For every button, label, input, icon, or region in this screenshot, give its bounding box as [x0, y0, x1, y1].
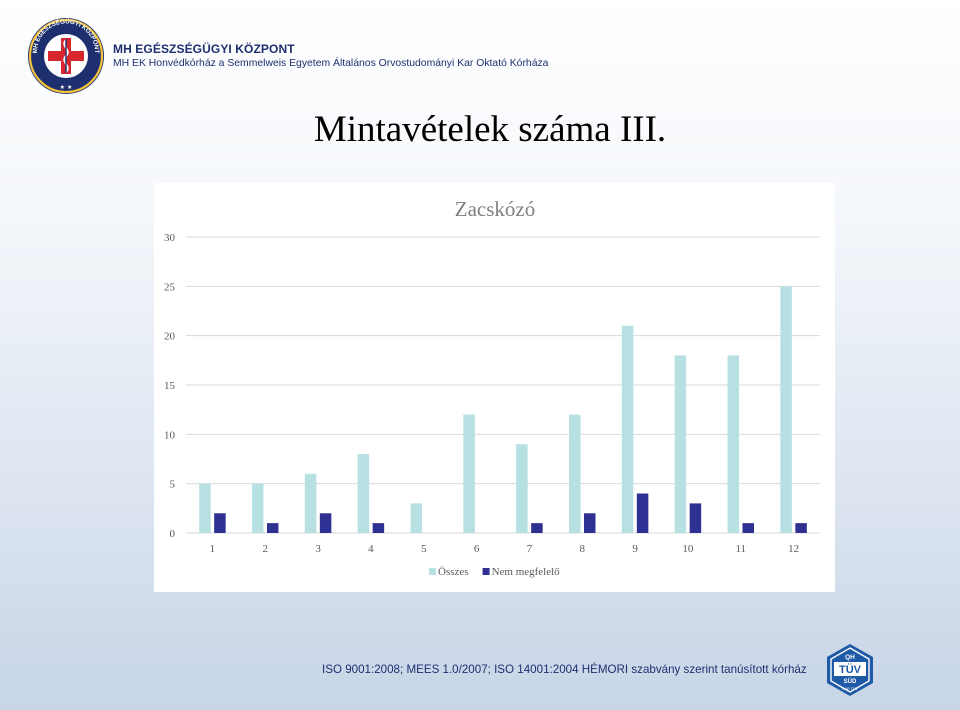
bar-osszes	[621, 325, 634, 533]
bar-osszes	[357, 454, 370, 533]
bar-nem-megfelelo	[795, 523, 807, 533]
y-tick-label: 30	[164, 232, 176, 244]
x-tick-label: 3	[315, 543, 321, 555]
y-tick-label: 5	[170, 479, 176, 491]
logo-stars: ★ ★	[60, 84, 73, 91]
bar-osszes	[252, 483, 264, 533]
certification-footer: ISO 9001:2008; MEES 1.0/2007; ISO 14001:…	[322, 663, 807, 676]
bar-nem-megfelelo	[636, 493, 649, 533]
tuv-certification-badge: QH TÜV SÜD DAR TÜV	[822, 642, 878, 698]
x-tick-label: 10	[682, 543, 694, 555]
x-tick-label: 7	[527, 543, 533, 555]
bar-osszes	[304, 473, 317, 533]
chart-gridlines	[186, 236, 820, 534]
legend-swatch	[429, 568, 436, 575]
badge-bottom-text: DAR TÜV	[842, 687, 858, 691]
badge-top-text: QH	[845, 654, 855, 661]
bar-nem-megfelelo	[531, 523, 543, 533]
chart-y-ticks: 0 5 10 15 20 25 30	[164, 232, 176, 540]
hospital-logo: MH EGÉSZSÉGÜGYI KÖZPONT ★ ★	[26, 16, 106, 96]
y-tick-label: 10	[164, 429, 176, 441]
slide-title: Mintavételek száma III.	[313, 109, 667, 150]
x-tick-label: 4	[368, 543, 374, 555]
bar-osszes	[516, 444, 528, 533]
bar-osszes	[674, 355, 687, 533]
x-tick-label: 5	[421, 543, 427, 555]
badge-sub-text: SÜD	[844, 678, 857, 685]
org-subtitle: MH EK Honvédkórház a Semmelweis Egyetem …	[113, 58, 549, 69]
bar-nem-megfelelo	[689, 503, 702, 533]
x-tick-label: 6	[474, 543, 480, 555]
y-tick-label: 20	[164, 331, 176, 343]
x-tick-label: 2	[263, 543, 269, 555]
badge-main-text: TÜV	[839, 663, 862, 676]
x-tick-label: 11	[735, 543, 746, 555]
x-tick-label: 9	[632, 543, 638, 555]
bar-osszes	[780, 286, 792, 533]
bar-nem-megfelelo	[742, 523, 754, 533]
chart-x-ticks: 1 2 3 4 5 6 7 8 9 10 11 12	[210, 543, 799, 555]
bar-nem-megfelelo	[214, 513, 226, 533]
bar-nem-megfelelo	[584, 513, 596, 533]
chart-bars	[199, 286, 807, 533]
y-tick-label: 25	[164, 281, 176, 293]
legend-label: Összes	[438, 566, 469, 578]
bar-osszes	[463, 414, 475, 533]
x-tick-label: 1	[210, 543, 216, 555]
x-tick-label: 12	[788, 543, 799, 555]
chart-panel: Zacskózó 0 5 10 15 20 25 30 1 2 3 4 5 6 7 8 9 10 11 12 Ös…	[154, 183, 835, 592]
y-tick-label: 15	[164, 380, 176, 392]
legend-swatch	[482, 568, 490, 575]
legend-label: Nem megfelelő	[492, 566, 561, 578]
chart-legend: Összes Nem megfelelő	[429, 566, 560, 578]
bar-nem-megfelelo	[372, 523, 385, 533]
bar-osszes	[199, 483, 211, 533]
org-title: MH EGÉSZSÉGÜGYI KÖZPONT	[113, 42, 295, 56]
bar-osszes	[410, 503, 422, 533]
bar-nem-megfelelo	[267, 523, 279, 533]
chart-title: Zacskózó	[455, 197, 535, 221]
bar-nem-megfelelo	[319, 513, 332, 533]
bar-osszes	[569, 414, 581, 533]
y-tick-label: 0	[170, 528, 176, 540]
bar-osszes	[727, 355, 739, 533]
x-tick-label: 8	[580, 543, 586, 555]
